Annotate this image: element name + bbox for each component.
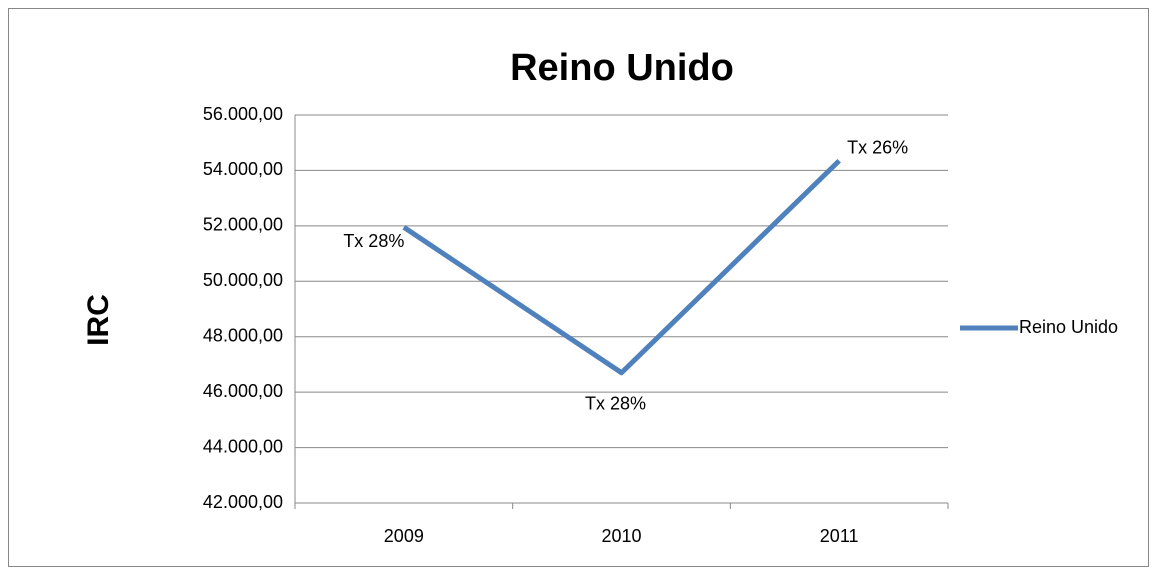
x-tick-label: 2011 (820, 526, 859, 546)
y-axis-label: IRC (82, 294, 115, 346)
chart-title: Reino Unido (510, 47, 734, 89)
chart-frame (8, 8, 1149, 567)
y-tick-label: 54.000,00 (203, 159, 283, 179)
y-tick-label: 44.000,00 (203, 436, 283, 456)
x-tick-label: 2009 (384, 526, 424, 546)
legend-label: Reino Unido (1019, 317, 1118, 337)
y-tick-label: 50.000,00 (203, 270, 283, 290)
y-tick-label: 52.000,00 (203, 215, 283, 235)
y-tick-label: 46.000,00 (203, 381, 283, 401)
line-series (402, 158, 841, 376)
point-annotation: Tx 28% (343, 231, 404, 251)
point-annotation: Tx 28% (585, 393, 646, 413)
y-tick-label: 56.000,00 (203, 104, 283, 124)
y-tick-label: 42.000,00 (203, 492, 283, 512)
point-annotation: Tx 26% (847, 137, 908, 157)
x-tick-label: 2010 (601, 526, 641, 546)
y-tick-label: 48.000,00 (203, 325, 283, 345)
